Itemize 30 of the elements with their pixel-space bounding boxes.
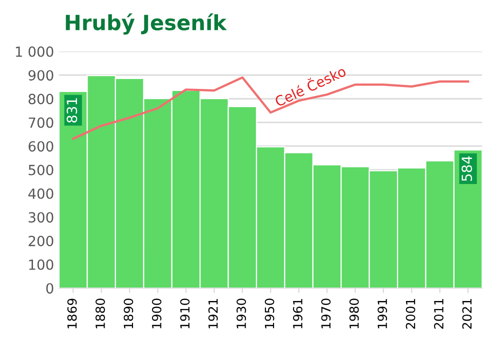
x-tick-label: 1930 <box>236 298 246 328</box>
x-tick-label: 2011 <box>434 298 444 329</box>
x-tick-label: 1991 <box>378 298 388 328</box>
chart-title: Hrubý Jeseník <box>66 13 227 35</box>
x-tick-label: 1970 <box>321 298 331 328</box>
x-tick-label: 1921 <box>208 298 218 328</box>
data-label: 584 <box>462 156 472 181</box>
y-tick-label: 900 <box>28 70 54 81</box>
x-tick-label: 1890 <box>124 298 134 328</box>
y-tick-label: 800 <box>28 94 54 104</box>
text: Celé Česko <box>273 63 347 108</box>
x-tick-label: 1900 <box>152 298 162 328</box>
y-tick-label: 100 <box>29 259 54 270</box>
y-tick-label: 300 <box>28 212 54 223</box>
x-tick-label: 2021 <box>462 298 472 329</box>
y-tick-label: 700 <box>28 117 54 128</box>
x-tick-label: 1980 <box>349 298 359 328</box>
y-tick-label: 400 <box>28 188 54 199</box>
x-tick-label: 1910 <box>180 298 190 328</box>
y-tick-label: 500 <box>28 164 54 176</box>
y-tick-label: 600 <box>28 141 54 152</box>
x-tick-label: 2001 <box>406 298 416 329</box>
x-tick-label: 1961 <box>292 298 302 328</box>
y-tick-label: 1 000 <box>16 46 54 57</box>
data-label: 831 <box>66 98 78 123</box>
y-tick-label: 0 <box>46 283 54 294</box>
x-tick-label: 1869 <box>67 298 77 328</box>
x-tick-label: 1880 <box>96 298 105 328</box>
x-tick-label: 1950 <box>264 298 274 328</box>
y-tick-label: 200 <box>28 236 54 246</box>
